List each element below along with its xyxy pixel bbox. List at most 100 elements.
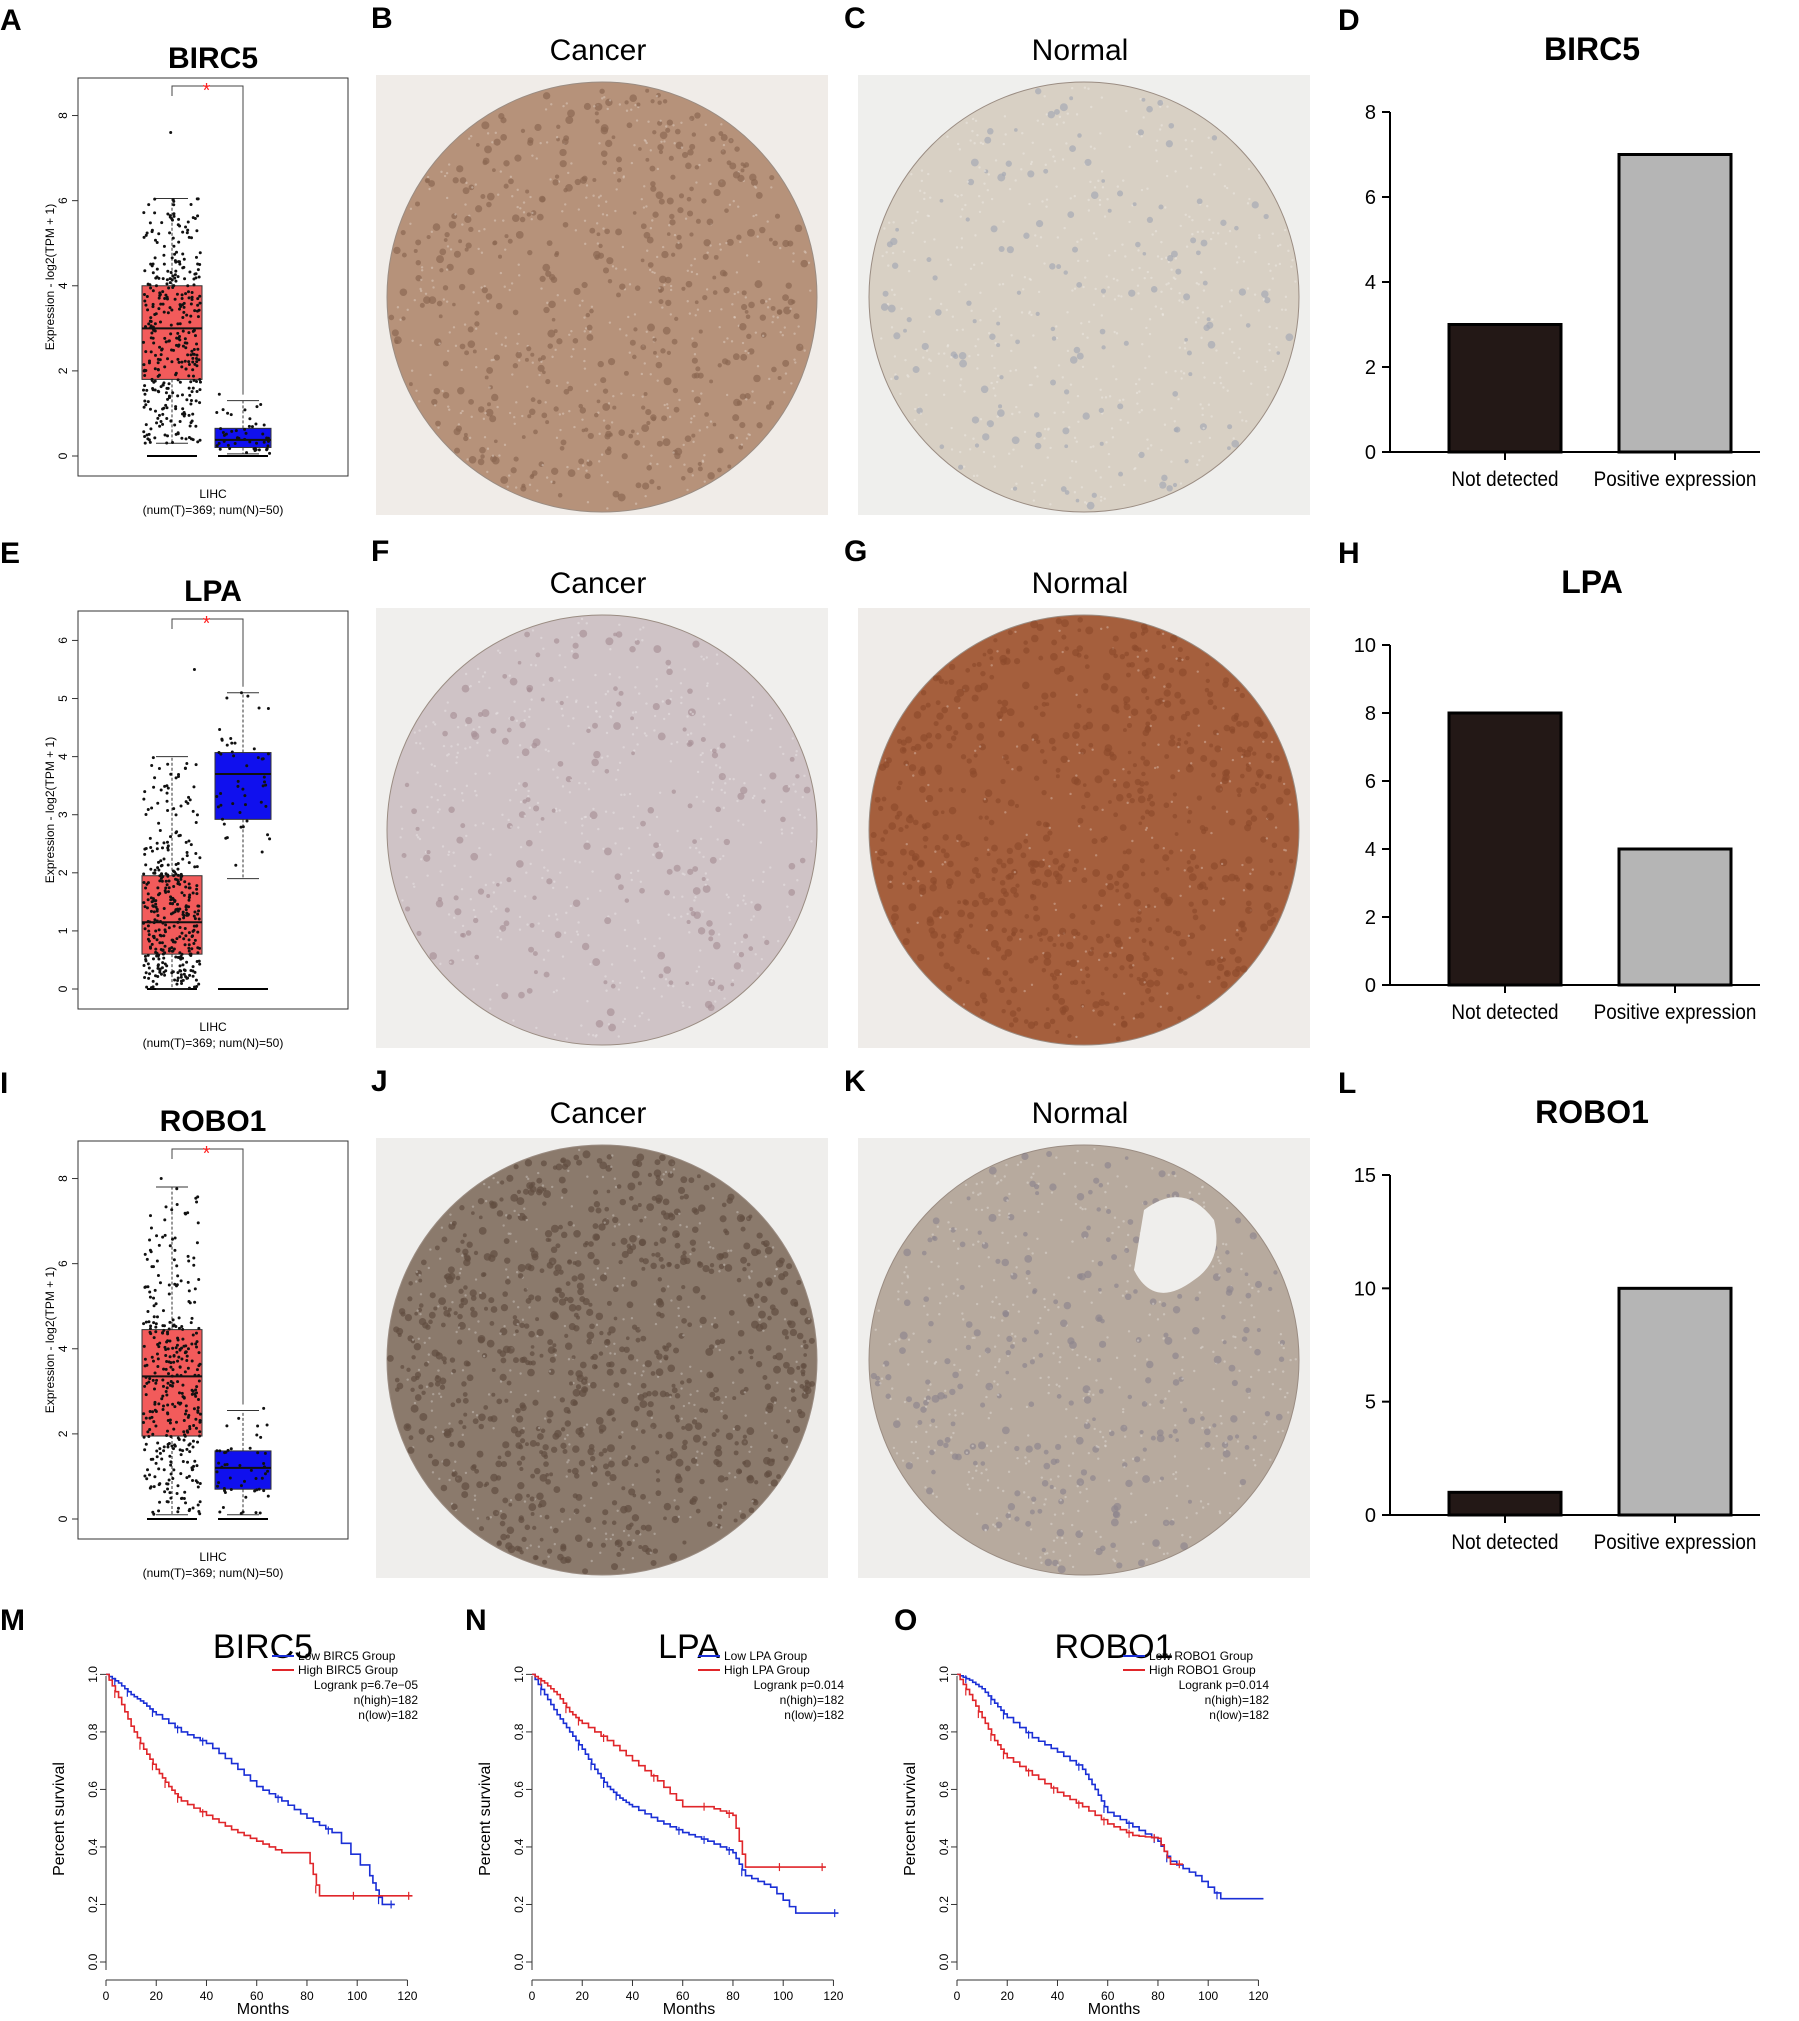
texture-dot	[1129, 797, 1135, 804]
texture-dot	[1090, 946, 1095, 951]
texture-dot	[727, 464, 732, 469]
texture-dot	[1137, 795, 1146, 804]
texture-dot	[782, 239, 790, 248]
texture-dot	[486, 201, 492, 208]
texture-dot	[1106, 873, 1114, 881]
texture-dot	[544, 748, 548, 751]
texture-dot	[705, 1347, 714, 1356]
texture-dot	[706, 682, 709, 685]
texture-dot	[1141, 669, 1149, 677]
texture-dot	[779, 330, 782, 334]
texture-dot	[496, 405, 499, 409]
texture-dot	[1020, 465, 1024, 468]
texture-dot	[1233, 715, 1239, 720]
texture-dot	[1128, 145, 1131, 149]
texture-dot	[1205, 959, 1212, 967]
texture-dot	[1028, 383, 1032, 387]
texture-dot	[924, 822, 931, 829]
data-point	[149, 1226, 153, 1230]
data-point	[174, 1346, 178, 1350]
texture-dot	[1242, 369, 1246, 373]
texture-dot	[418, 1428, 425, 1435]
texture-dot	[586, 1175, 589, 1178]
texture-dot	[1123, 992, 1126, 995]
data-point	[195, 342, 199, 346]
data-point	[143, 399, 147, 403]
texture-dot	[521, 435, 526, 439]
texture-dot	[428, 187, 431, 191]
texture-dot	[1187, 763, 1192, 768]
data-point	[170, 1374, 174, 1378]
texture-dot	[786, 1419, 791, 1424]
texture-dot	[1113, 936, 1122, 945]
data-point	[195, 887, 199, 891]
texture-dot	[718, 131, 724, 137]
data-point	[172, 874, 176, 878]
data-point	[160, 1397, 164, 1401]
texture-dot	[1238, 921, 1245, 928]
texture-dot	[518, 359, 521, 362]
texture-dot	[911, 853, 920, 861]
texture-dot	[1138, 1012, 1145, 1019]
texture-dot	[501, 992, 509, 1000]
texture-dot	[565, 1475, 568, 1478]
texture-dot	[1238, 288, 1247, 296]
sample-count: (num(T)=369; num(N)=50)	[143, 503, 284, 517]
texture-dot	[607, 915, 610, 918]
texture-dot	[536, 489, 539, 492]
texture-dot	[697, 461, 702, 467]
data-point	[145, 985, 149, 989]
data-point	[164, 1354, 168, 1358]
texture-dot	[480, 286, 483, 289]
texture-dot	[634, 639, 640, 645]
texture-dot	[585, 312, 591, 318]
texture-dot	[618, 981, 622, 985]
texture-dot	[391, 329, 399, 337]
data-point	[172, 1258, 176, 1262]
texture-dot	[1203, 324, 1210, 331]
texture-dot	[652, 702, 660, 711]
texture-dot	[554, 931, 562, 939]
data-point	[164, 1347, 168, 1351]
texture-dot	[400, 229, 406, 236]
texture-dot	[456, 165, 464, 173]
texture-dot	[498, 454, 501, 457]
texture-dot	[998, 315, 1002, 319]
data-point	[172, 885, 176, 889]
texture-dot	[1253, 730, 1262, 739]
data-point	[158, 1500, 162, 1504]
texture-dot	[539, 830, 542, 834]
texture-dot	[468, 398, 474, 405]
texture-dot	[631, 751, 635, 756]
data-point	[155, 847, 159, 851]
texture-dot	[653, 714, 657, 718]
data-point	[167, 286, 171, 290]
texture-dot	[780, 800, 783, 804]
texture-dot	[1156, 630, 1161, 636]
texture-dot	[772, 315, 775, 318]
texture-dot	[630, 429, 635, 434]
data-point	[165, 1360, 169, 1364]
texture-dot	[691, 373, 698, 379]
texture-dot	[1016, 1007, 1022, 1012]
texture-dot	[731, 979, 734, 982]
texture-dot	[692, 887, 701, 895]
data-point	[195, 360, 199, 364]
texture-dot	[1160, 240, 1163, 244]
texture-dot	[1234, 686, 1240, 693]
texture-dot	[651, 219, 654, 222]
texture-dot	[1207, 136, 1210, 139]
data-point	[195, 892, 199, 896]
texture-dot	[510, 467, 517, 474]
texture-dot	[764, 939, 770, 946]
data-point	[145, 433, 149, 437]
texture-dot	[528, 806, 532, 810]
texture-dot	[997, 409, 1005, 417]
texture-dot	[549, 274, 556, 281]
texture-dot	[917, 406, 921, 410]
data-point	[186, 1347, 190, 1351]
data-point	[176, 920, 180, 924]
data-point	[155, 1315, 159, 1319]
data-point	[217, 392, 221, 396]
texture-dot	[705, 656, 709, 659]
